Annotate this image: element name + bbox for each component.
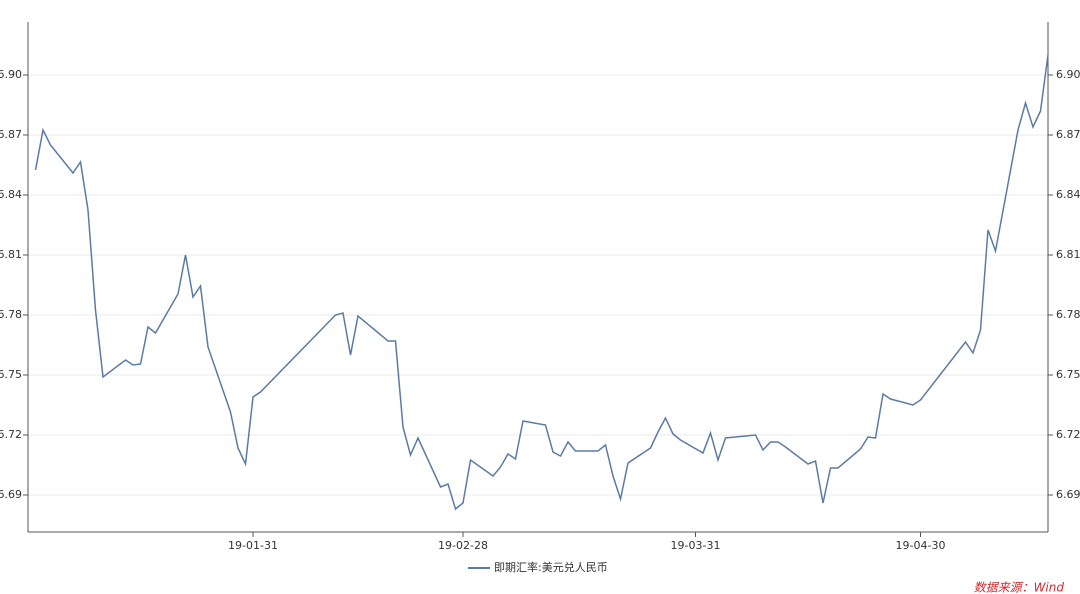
y2-tick-label: 6.69: [1056, 488, 1080, 501]
y2-tick-label: 6.90: [1056, 68, 1080, 81]
y-tick-label: 6.75: [0, 368, 22, 381]
x-tick-label: 19-02-28: [438, 539, 488, 552]
y2-tick-label: 6.84: [1056, 188, 1080, 201]
y-tick-label: 6.90: [0, 68, 22, 81]
x-tick-label: 19-03-31: [671, 539, 721, 552]
source-note: 数据来源：Wind: [974, 581, 1065, 594]
y2-tick-label: 6.81: [1056, 248, 1080, 261]
y-tick-label: 6.78: [0, 308, 22, 321]
x-tick-label: 19-01-31: [228, 539, 278, 552]
legend-label: 即期汇率:美元兑人民币: [494, 560, 608, 574]
y-tick-label: 6.81: [0, 248, 22, 261]
y2-tick-label: 6.72: [1056, 428, 1080, 441]
x-tick-label: 19-04-30: [896, 539, 946, 552]
y-tick-label: 6.72: [0, 428, 22, 441]
y-tick-label: 6.84: [0, 188, 22, 201]
y2-tick-label: 6.75: [1056, 368, 1080, 381]
y2-tick-label: 6.78: [1056, 308, 1080, 321]
y2-tick-label: 6.87: [1056, 128, 1080, 141]
series-line: [34, 54, 1049, 511]
y-tick-label: 6.69: [0, 488, 22, 501]
y-tick-label: 6.87: [0, 128, 22, 141]
